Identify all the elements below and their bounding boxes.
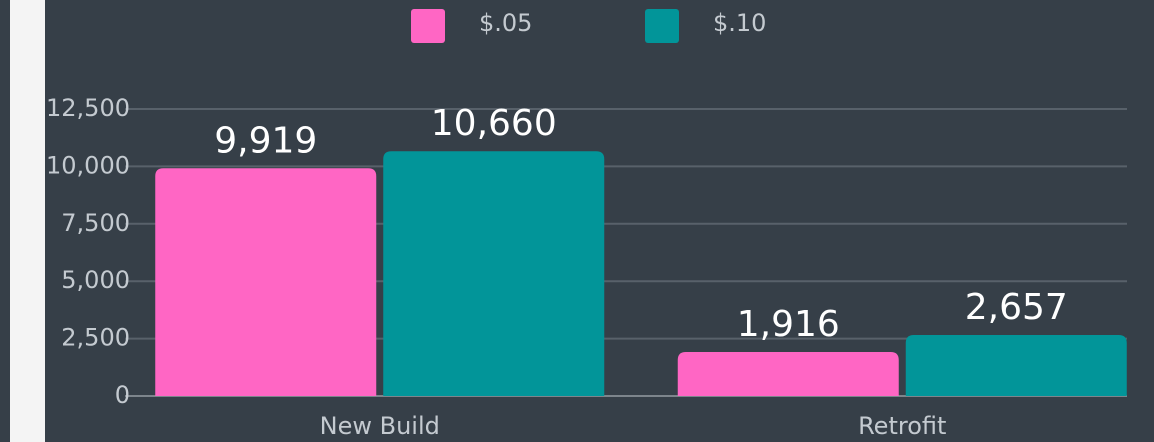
y-tick-label: 10,000 [46, 151, 130, 179]
value-label: 10,660 [431, 103, 557, 144]
y-tick-label: 5,000 [61, 266, 130, 294]
ticks: 0 2,500 5,000 7,500 10,000 12,500 [46, 94, 130, 409]
bar [155, 168, 377, 396]
bar [677, 352, 899, 396]
y-tick-label: 7,500 [61, 209, 130, 237]
bar [905, 334, 1127, 396]
bar [383, 151, 605, 396]
side-panel [10, 0, 45, 442]
x-tick-label: New Build [320, 412, 440, 440]
x-tick-label: Retrofit [858, 412, 946, 440]
value-label: 1,916 [737, 304, 840, 345]
legend-swatch [411, 9, 445, 43]
value-label: 9,919 [214, 120, 317, 161]
marks: New Build 9,919 10,660 Retrofit 1,916 2,657 $.… [155, 9, 1127, 440]
legend-label: $.05 [479, 9, 532, 37]
legend-label: $.10 [713, 9, 766, 37]
y-tick-label: 2,500 [61, 324, 130, 352]
legend-swatch [645, 9, 679, 43]
y-tick-label: 0 [115, 381, 130, 409]
y-tick-label: 12,500 [46, 94, 130, 122]
value-label: 2,657 [965, 287, 1068, 328]
